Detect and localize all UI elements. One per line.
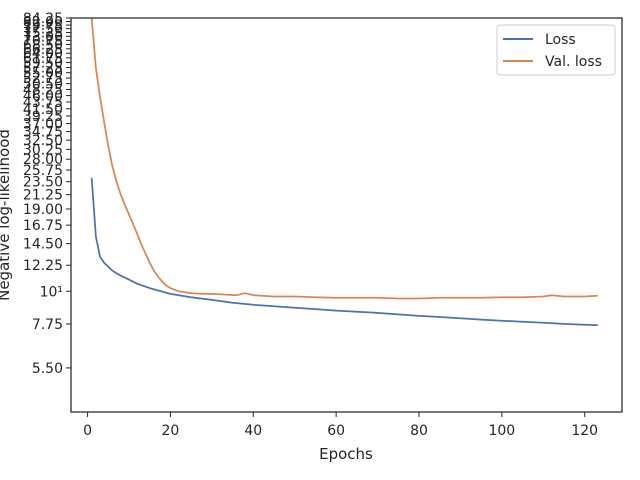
x-tick-label: 0 bbox=[83, 423, 92, 439]
y-tick-label: 66.25 bbox=[23, 42, 63, 58]
y-tick-label: 46.00 bbox=[23, 89, 63, 105]
y-tick-label: 21.25 bbox=[23, 188, 63, 204]
y-tick-label: 77.50 bbox=[23, 22, 63, 38]
x-axis-ticks: 0 20 40 60 80 100 120 bbox=[83, 412, 598, 439]
x-tick-label: 60 bbox=[327, 423, 345, 439]
y-tick-label: 73.00 bbox=[23, 29, 63, 45]
y-tick-label: 50.50 bbox=[23, 77, 63, 93]
y-axis-label: Negative log-likelihood bbox=[0, 129, 13, 301]
y-tick-label: 16.75 bbox=[23, 218, 63, 234]
y-tick-label: 23.50 bbox=[23, 175, 63, 191]
legend-label-loss: Loss bbox=[545, 32, 576, 48]
y-tick-label: 59.50 bbox=[23, 56, 63, 72]
plot-frame bbox=[70, 17, 623, 413]
y-tick-label: 39.25 bbox=[23, 109, 63, 125]
x-tick-label: 100 bbox=[488, 423, 515, 439]
y-tick-label: 70.75 bbox=[23, 33, 63, 49]
legend: Loss Val. loss bbox=[496, 24, 616, 76]
y-tick-label: 37.00 bbox=[23, 117, 63, 133]
y-tick-label: 61.75 bbox=[23, 51, 63, 67]
y-tick-label: 48.25 bbox=[23, 82, 63, 98]
y-tick-label: 82.00 bbox=[23, 14, 63, 30]
y-tick-label: 19.00 bbox=[23, 202, 63, 218]
y-tick-label: 14.50 bbox=[23, 237, 63, 253]
y-tick-label: 68.50 bbox=[23, 38, 63, 54]
y-tick-label: 32.50 bbox=[23, 133, 63, 149]
y-tick-label: 28.00 bbox=[23, 152, 63, 168]
y-tick-label: 75.25 bbox=[23, 25, 63, 41]
x-tick-label: 40 bbox=[244, 423, 262, 439]
y-axis-ticks: 5.50 7.75 10¹ 12.25 14.50 16.7519.0021.2523.5… bbox=[23, 11, 71, 377]
y-tick-label: 7.75 bbox=[32, 317, 63, 333]
series-line-val-loss bbox=[90, 17, 598, 300]
y-tick-label: 25.75 bbox=[23, 163, 63, 179]
y-tick-label: 55.00 bbox=[23, 66, 63, 82]
y-tick-label: 79.75 bbox=[23, 18, 63, 34]
legend-label-val-loss: Val. loss bbox=[545, 54, 602, 70]
y-tick-label: 10¹ bbox=[40, 284, 63, 300]
y-tick-label: 84.25 bbox=[23, 11, 63, 27]
y-tick-label: 5.50 bbox=[32, 361, 63, 377]
x-tick-label: 80 bbox=[410, 423, 428, 439]
y-tick-label: 43.75 bbox=[23, 95, 63, 111]
y-tick-label: 34.75 bbox=[23, 125, 63, 141]
y-tick-label: 12.25 bbox=[23, 258, 63, 274]
y-tick-label: 57.25 bbox=[23, 61, 63, 77]
y-tick-label: 52.75 bbox=[23, 71, 63, 87]
y-tick-label: 30.25 bbox=[23, 142, 63, 158]
y-tick-label: 64.00 bbox=[23, 46, 63, 62]
legend-box bbox=[496, 24, 616, 76]
y-tick-label: 41.50 bbox=[23, 102, 63, 118]
x-tick-label: 120 bbox=[571, 423, 598, 439]
x-tick-label: 20 bbox=[162, 423, 180, 439]
x-axis-label: Epochs bbox=[319, 445, 373, 463]
series-line-loss bbox=[90, 177, 598, 326]
plot-lines bbox=[90, 17, 598, 326]
